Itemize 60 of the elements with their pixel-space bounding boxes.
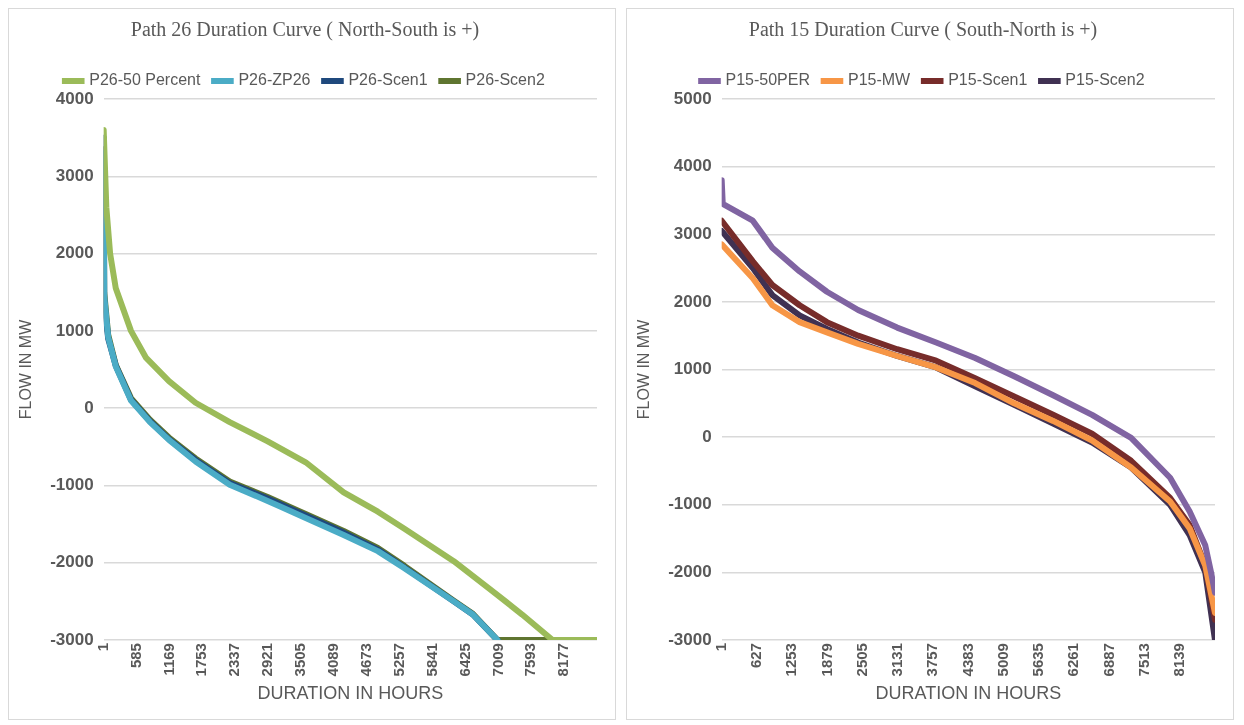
- x-tick-label: 2921: [258, 643, 276, 677]
- legend-label: P26-Scen1: [348, 71, 428, 89]
- chart-title: Path 15 Duration Curve ( South-North is +): [748, 18, 1098, 42]
- legend-label: P15-MW: [847, 71, 912, 89]
- y-tick-label: 0: [84, 397, 94, 417]
- x-tick-label: 6425: [455, 643, 473, 677]
- x-tick-label: 5635: [1029, 643, 1047, 677]
- x-tick-label: 1169: [159, 643, 177, 676]
- y-tick-label: -1000: [668, 494, 712, 514]
- y-axis-title: FLOW IN MW: [17, 318, 35, 420]
- x-tick-label: 7513: [1134, 643, 1152, 677]
- y-tick-label: 4000: [673, 156, 712, 176]
- x-tick-label: 4383: [958, 643, 976, 677]
- x-tick-label: 2337: [225, 643, 243, 677]
- x-tick-label: 4089: [324, 643, 342, 677]
- x-tick-label: 5009: [993, 643, 1011, 677]
- x-tick-label: 5841: [422, 643, 440, 677]
- x-tick-label: 627: [747, 643, 765, 669]
- y-tick-label: -2000: [668, 562, 712, 582]
- x-axis-title: DURATION IN HOURS: [257, 683, 444, 704]
- x-tick-label: 5257: [389, 643, 407, 677]
- legend-label: P26-Scen2: [465, 71, 545, 89]
- y-tick-label: -2000: [50, 552, 94, 572]
- x-tick-label: 6887: [1099, 643, 1117, 677]
- x-tick-label: 8139: [1170, 643, 1188, 677]
- y-tick-label: 3000: [673, 223, 712, 243]
- y-tick-label: 2000: [55, 243, 94, 263]
- x-tick-label: 1253: [782, 643, 800, 677]
- y-tick-label: 0: [702, 426, 712, 446]
- x-tick-label: 1879: [817, 643, 835, 677]
- x-tick-label: 2505: [852, 643, 870, 677]
- x-tick-label: 4673: [356, 643, 374, 677]
- y-tick-label: 1000: [673, 359, 712, 379]
- x-tick-label: 585: [126, 643, 144, 669]
- y-tick-label: -3000: [668, 629, 712, 649]
- y-tick-label: -3000: [50, 629, 94, 649]
- x-tick-label: 1: [711, 643, 729, 652]
- x-tick-label: 3757: [923, 643, 941, 677]
- x-tick-label: 3505: [291, 643, 309, 677]
- legend-label: P15-Scen1: [948, 71, 1028, 89]
- y-tick-label: 4000: [55, 88, 94, 108]
- x-tick-label: 8177: [554, 643, 572, 677]
- x-tick-label: 1753: [192, 643, 210, 677]
- x-tick-label: 3131: [888, 643, 906, 677]
- x-tick-label: 6261: [1064, 643, 1082, 677]
- y-tick-label: 5000: [673, 88, 712, 108]
- y-tick-label: 1000: [55, 320, 94, 340]
- y-tick-label: 3000: [55, 165, 94, 185]
- legend-label: P15-50PER: [725, 71, 810, 89]
- x-tick-label: 7593: [521, 643, 539, 677]
- y-tick-label: -1000: [50, 475, 94, 495]
- chart-title: Path 26 Duration Curve ( North-South is +): [130, 18, 480, 42]
- x-tick-label: 1: [93, 643, 111, 652]
- legend-label: P15-Scen2: [1065, 71, 1145, 89]
- y-tick-label: 2000: [673, 291, 712, 311]
- legend-label: P26-ZP26: [238, 71, 311, 89]
- legend-label: P26-50 Percent: [89, 71, 201, 89]
- x-axis-title: DURATION IN HOURS: [875, 683, 1062, 704]
- x-tick-label: 7009: [488, 643, 506, 677]
- y-axis-title: FLOW IN MW: [635, 318, 653, 420]
